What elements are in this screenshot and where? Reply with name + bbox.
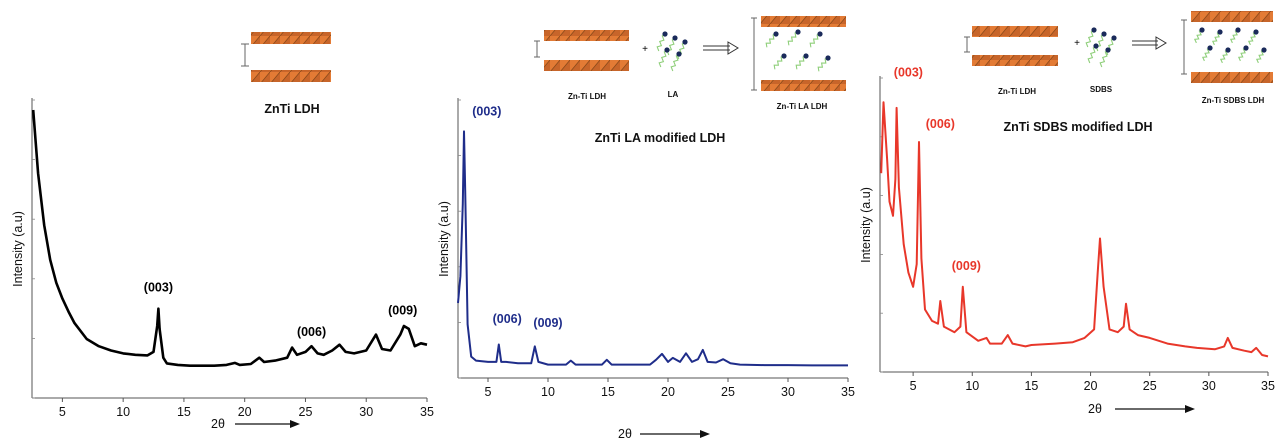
ldh-layer-top (1191, 11, 1273, 22)
x-axis-label: 2θ (211, 417, 225, 431)
x-tick-label: 5 (59, 405, 66, 419)
schematic-znti-ldh: ZnTi LDH (241, 32, 331, 116)
reaction-arrow (1132, 36, 1167, 50)
x-axis-arrowhead (290, 420, 300, 428)
peak-label: (003) (144, 280, 173, 294)
surfactant-molecule (670, 51, 682, 72)
surfactant-molecule (817, 55, 831, 72)
x-tick-label: 5 (910, 379, 917, 393)
intercalated-sdbs (1193, 27, 1267, 64)
ldh-layer-bottom (1191, 72, 1273, 83)
surfactant-molecule (1229, 27, 1241, 44)
reaction-arrow (703, 41, 739, 55)
schematic-left-label: Zn-Ti LDH (568, 92, 606, 101)
x-tick-label: 10 (965, 379, 979, 393)
surfactant-molecule (787, 29, 801, 46)
plus-sign: + (642, 44, 648, 55)
x-tick-label: 25 (1143, 379, 1157, 393)
xrd-charts: 5 10 15 20 25 30 35 Intensity (a.u) 2θ (003) (006)… (11, 66, 1275, 438)
x-tick-label: 35 (841, 385, 855, 399)
surfactant-molecule (1087, 43, 1099, 64)
panel3-title: ZnTi SDBS modified LDH (1003, 120, 1152, 134)
xrd-series-line (31, 109, 428, 367)
x-axis-arrowhead (1185, 405, 1195, 413)
ldh-layer-top (544, 30, 629, 41)
ldh-layer-bottom (972, 55, 1058, 66)
schematic-la-ldh: Zn-Ti LDH + LA Zn-Ti LA LDH ZnTi LA modi… (534, 16, 846, 145)
x-tick-label: 30 (359, 405, 373, 419)
la-molecules (656, 31, 688, 72)
surfactant-molecule (773, 53, 787, 70)
surfactant-molecule (658, 47, 670, 68)
schematic-mid-label: LA (668, 90, 679, 99)
x-tick-label: 15 (177, 405, 191, 419)
peak-label: (006) (493, 312, 522, 326)
x-tick-label: 30 (1202, 379, 1216, 393)
schematic-left-label: Zn-Ti LDH (998, 87, 1036, 96)
surfactant-molecule (1099, 47, 1111, 68)
peak-label: (006) (926, 117, 955, 131)
surfactant-molecule (1201, 45, 1213, 62)
surfactant-molecule (1211, 29, 1223, 46)
chart-panel-2: 5 10 15 20 25 30 35 Intensity (a.u) 2θ (003) (006)… (437, 98, 855, 438)
peak-label: (009) (533, 316, 562, 330)
sdbs-molecules (1085, 27, 1117, 68)
peak-label: (003) (472, 104, 501, 118)
x-tick-label: 20 (661, 385, 675, 399)
x-tick-label: 25 (721, 385, 735, 399)
peak-label: (003) (894, 66, 923, 80)
intercalated-la (765, 29, 831, 72)
surfactant-molecule (1193, 27, 1205, 44)
y-axis-label: Intensity (a.u) (859, 187, 873, 263)
surfactant-molecule (1095, 31, 1107, 52)
surfactant-molecule (666, 35, 678, 56)
surfactant-molecule (765, 31, 779, 48)
x-axis-arrowhead (700, 430, 710, 438)
ldh-layer-bottom (544, 60, 629, 71)
x-tick-label: 30 (781, 385, 795, 399)
y-axis-label: Intensity (a.u) (11, 211, 25, 287)
schematic-sdbs-ldh: Zn-Ti LDH + SDBS Zn-Ti SDBS LDH ZnTi SDB… (964, 11, 1273, 134)
x-tick-label: 25 (299, 405, 313, 419)
surfactant-molecule (809, 31, 823, 48)
xrd-series-line (880, 101, 1269, 358)
surfactant-molecule (1255, 47, 1267, 64)
ldh-layer-top (251, 32, 331, 44)
peak-label: (006) (297, 325, 326, 339)
x-tick-label: 15 (1024, 379, 1038, 393)
x-tick-label: 20 (1084, 379, 1098, 393)
plus-sign: + (1074, 38, 1080, 49)
surfactant-molecule (795, 53, 809, 70)
x-tick-label: 5 (485, 385, 492, 399)
schematic-mid-label: SDBS (1090, 85, 1113, 94)
surfactant-molecule (1237, 45, 1249, 62)
peak-label: (009) (952, 259, 981, 273)
x-tick-label: 35 (420, 405, 434, 419)
ldh-layer-top (972, 26, 1058, 37)
ldh-layer-bottom (761, 80, 846, 91)
schematic-right-label: Zn-Ti LA LDH (777, 102, 828, 111)
surfactant-molecule (656, 31, 668, 52)
surfactant-molecule (1219, 47, 1231, 64)
panel1-title: ZnTi LDH (264, 102, 319, 116)
ldh-layer-top (761, 16, 846, 27)
x-axis-label: 2θ (1088, 402, 1102, 416)
y-axis-label: Intensity (a.u) (437, 201, 451, 277)
x-tick-label: 20 (238, 405, 252, 419)
x-axis-label: 2θ (618, 427, 632, 438)
chart-panel-3: 5 10 15 20 25 30 35 Intensity (a.u) 2θ (003) (006)… (859, 66, 1275, 416)
x-tick-label: 35 (1261, 379, 1275, 393)
chart-panel-1: 5 10 15 20 25 30 35 Intensity (a.u) 2θ (003) (006)… (11, 98, 434, 431)
x-tick-label: 10 (541, 385, 555, 399)
ldh-layer-bottom (251, 70, 331, 82)
x-tick-label: 15 (601, 385, 615, 399)
x-tick-label: 10 (116, 405, 130, 419)
schematic-right-label: Zn-Ti SDBS LDH (1202, 96, 1265, 105)
xrd-series-line (457, 130, 848, 367)
panel2-title: ZnTi LA modified LDH (595, 131, 726, 145)
peak-label: (009) (388, 303, 417, 317)
surfactant-molecule (1085, 27, 1097, 48)
surfactant-molecule (1247, 29, 1259, 46)
